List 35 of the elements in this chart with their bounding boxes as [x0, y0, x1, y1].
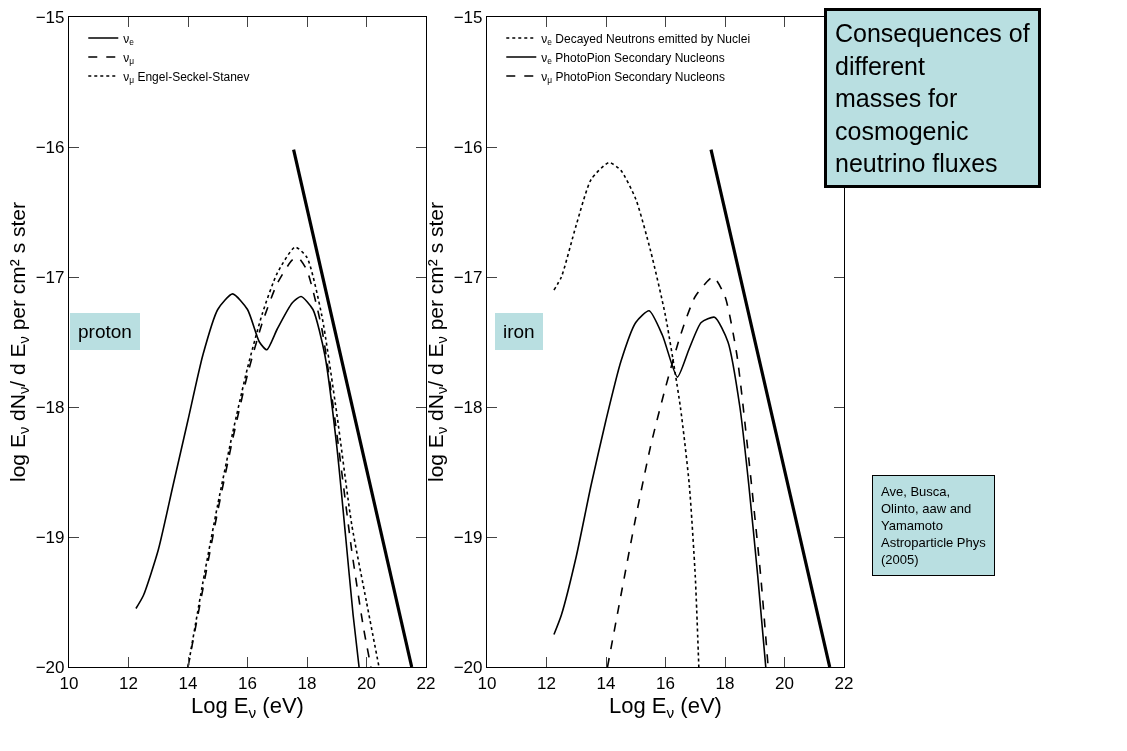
legend-label: ν$_{e}$ PhotoPion Secondary Nucleons [541, 50, 725, 67]
text: ν$_{μ}$ [123, 50, 135, 67]
y-tick-label: −18 [35, 397, 65, 417]
x-tick-label: 20 [775, 673, 794, 693]
y-tick-label: −19 [453, 527, 483, 547]
y-tick-label: −18 [453, 397, 483, 417]
y-tick-label: −17 [453, 267, 483, 287]
y-tick-label: −15 [453, 7, 483, 27]
y-tick-label: −19 [35, 527, 65, 547]
x-tick-label: 18 [297, 673, 317, 693]
y-tick-label: −16 [453, 137, 483, 157]
x-tick-label: 14 [596, 673, 616, 693]
x-tick-label: 12 [119, 673, 138, 693]
legend-label: ν$_{μ}$ PhotoPion Secondary Nucleons [541, 69, 725, 86]
x-tick-label: 12 [537, 673, 556, 693]
y-tick-label: −16 [35, 137, 65, 157]
x-axis-title: Log E$_{ν}$ (eV) [191, 693, 304, 722]
annotation: proton [78, 321, 132, 342]
legend-label: ν$_{μ}$ [123, 69, 135, 86]
x-tick-label: 20 [357, 673, 376, 693]
text: Engel-Seckel-Stanev [137, 69, 250, 84]
text: Ave, Busca, Olinto, aaw and Yamamoto Astroparticle Phys (2005) [881, 484, 987, 567]
y-tick-label: −15 [35, 7, 65, 27]
x-tick-label: 14 [178, 673, 198, 693]
x-tick-label: 18 [715, 673, 735, 693]
x-axis-title: Log E$_{ν}$ (eV) [609, 693, 722, 722]
x-tick-label: 22 [416, 673, 436, 693]
legend-label: ν$_{e}$ Decayed Neutrons emitted by Nuclei [541, 31, 751, 48]
annotation: iron [503, 321, 535, 342]
x-tick-label: 16 [238, 673, 257, 693]
annotation: Consequences of different masses for cosmogenic neutrino fluxes [835, 19, 1030, 177]
x-tick-label: 22 [834, 673, 854, 693]
y-tick-label: −17 [35, 267, 65, 287]
legend-label: ν$_{e}$ [123, 31, 135, 48]
x-tick-label: 16 [656, 673, 675, 693]
